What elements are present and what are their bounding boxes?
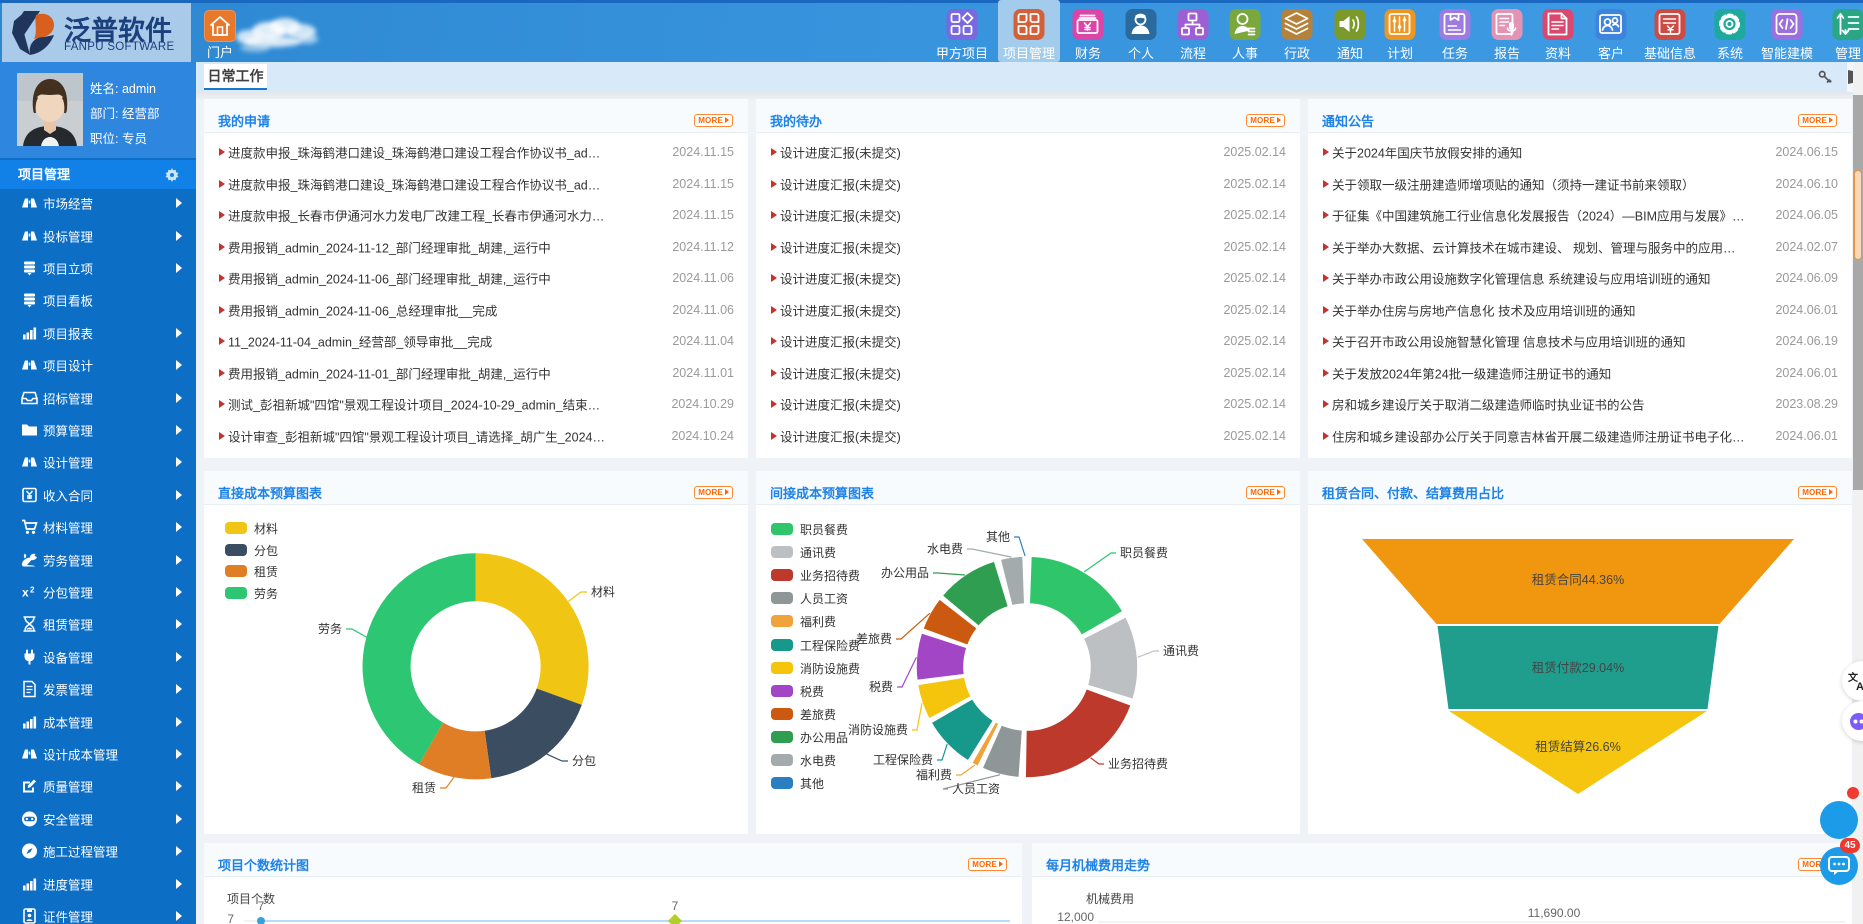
svg-text:租赁结算26.6%: 租赁结算26.6%: [1535, 739, 1620, 754]
svg-text:租赁: 租赁: [412, 781, 436, 795]
svg-text:2: 2: [30, 585, 35, 594]
svg-text:7: 7: [258, 899, 265, 913]
svg-text:12,000: 12,000: [1057, 910, 1094, 924]
svg-text:其他: 其他: [986, 530, 1010, 544]
svg-text:福利费: 福利费: [916, 767, 952, 782]
svg-text:A: A: [1856, 681, 1863, 691]
svg-text:消防设施费: 消防设施费: [848, 722, 908, 737]
svg-text:税费: 税费: [869, 680, 893, 694]
svg-text:差旅费: 差旅费: [856, 632, 892, 646]
svg-text:人员工资: 人员工资: [952, 782, 1000, 796]
svg-text:职员餐费: 职员餐费: [1120, 545, 1168, 560]
svg-text:工程保险费: 工程保险费: [873, 752, 933, 767]
svg-text:7: 7: [672, 899, 679, 913]
svg-text:劳务: 劳务: [318, 621, 342, 636]
svg-text:租赁合同44.36%: 租赁合同44.36%: [1532, 572, 1624, 587]
svg-text:通讯费: 通讯费: [1163, 644, 1199, 658]
svg-text:业务招待费: 业务招待费: [1108, 756, 1168, 771]
svg-text:分包: 分包: [572, 754, 596, 768]
svg-text:7: 7: [227, 912, 234, 924]
svg-text:租赁付款29.04%: 租赁付款29.04%: [1532, 661, 1624, 675]
svg-text:材料: 材料: [591, 585, 615, 599]
svg-text:文: 文: [1848, 671, 1859, 684]
svg-text:水电费: 水电费: [927, 542, 963, 556]
svg-text:11,690.00: 11,690.00: [1528, 906, 1581, 920]
svg-text:办公用品: 办公用品: [881, 565, 929, 580]
svg-text:x: x: [22, 585, 29, 599]
